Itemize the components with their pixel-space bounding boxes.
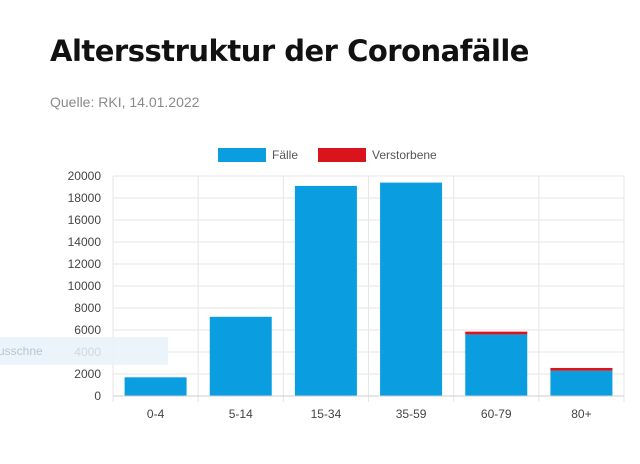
y-tick-label: 6000	[74, 323, 101, 337]
y-tick-label: 10000	[68, 279, 102, 293]
y-tick-label: 2000	[74, 367, 101, 381]
chart-legend[interactable]: Fälle Verstorbene	[218, 148, 437, 162]
bar-fälle[interactable]	[380, 182, 443, 396]
chart-title: Altersstruktur der Coronafälle	[50, 34, 529, 68]
y-tick-label: 20000	[68, 169, 102, 183]
chart-bars	[124, 182, 613, 396]
bar-verstorbene[interactable]	[465, 331, 528, 335]
x-tick-label: 5-14	[229, 407, 253, 421]
x-tick-label: 35-59	[396, 407, 427, 421]
x-tick-label: 0-4	[147, 407, 165, 421]
y-tick-label: 0	[94, 389, 101, 403]
bar-fälle[interactable]	[294, 185, 357, 396]
y-tick-label: 14000	[68, 235, 102, 249]
chart-axes: 0200040006000800010000120001400016000180…	[68, 169, 624, 421]
selection-overlay: usschne	[0, 337, 168, 365]
x-tick-label: 15-34	[311, 407, 342, 421]
source-note: Quelle: RKI, 14.01.2022	[50, 94, 200, 110]
x-tick-label: 60-79	[481, 407, 512, 421]
y-tick-label: 12000	[68, 257, 102, 271]
bar-verstorbene[interactable]	[550, 367, 613, 371]
chart-grid	[112, 175, 625, 402]
y-tick-label: 8000	[74, 301, 101, 315]
legend-label[interactable]: Verstorbene	[372, 148, 437, 162]
legend-swatch[interactable]	[318, 148, 366, 162]
bar-fälle[interactable]	[209, 316, 272, 396]
y-tick-label: 16000	[68, 213, 102, 227]
overlay-text: usschne	[0, 344, 43, 358]
bar-fälle[interactable]	[124, 377, 187, 396]
legend-swatch[interactable]	[218, 148, 266, 162]
bar-fälle[interactable]	[550, 370, 613, 396]
legend-label[interactable]: Fälle	[272, 148, 298, 162]
bar-fälle[interactable]	[465, 334, 528, 396]
y-tick-label: 18000	[68, 191, 102, 205]
x-tick-label: 80+	[571, 407, 591, 421]
